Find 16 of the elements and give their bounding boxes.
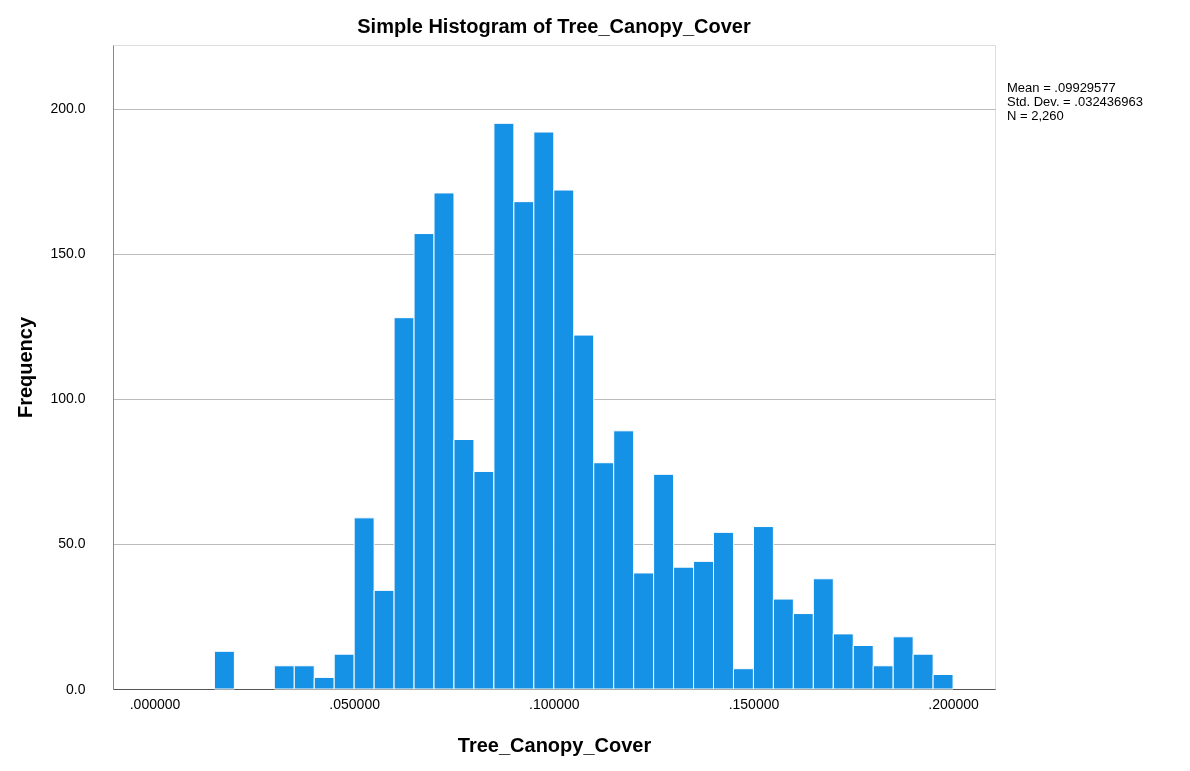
chart-title: Simple Histogram of Tree_Canopy_Cover bbox=[357, 15, 751, 37]
x-axis-title: Tree_Canopy_Cover bbox=[457, 733, 652, 756]
y-tick-label: 200.0 bbox=[50, 100, 86, 117]
x-tick-label: .200000 bbox=[928, 695, 980, 712]
x-tick-label: .100000 bbox=[529, 695, 580, 712]
y-tick-label: 0.0 bbox=[66, 680, 86, 697]
x-tick-label: .050000 bbox=[329, 695, 381, 712]
text: Std. Dev. = .032436963 bbox=[1007, 94, 1143, 109]
y-tick-label: 150.0 bbox=[50, 245, 86, 262]
text: N = 2,260 bbox=[1007, 108, 1064, 123]
x-tick-label: .150000 bbox=[728, 695, 780, 712]
x-tick-label: .000000 bbox=[129, 695, 181, 712]
y-tick-label: 100.0 bbox=[50, 390, 86, 407]
y-tick-label: 50.0 bbox=[58, 535, 86, 552]
y-axis-title: Frequency bbox=[14, 316, 37, 419]
text: Mean = .09929577 bbox=[1007, 80, 1116, 95]
